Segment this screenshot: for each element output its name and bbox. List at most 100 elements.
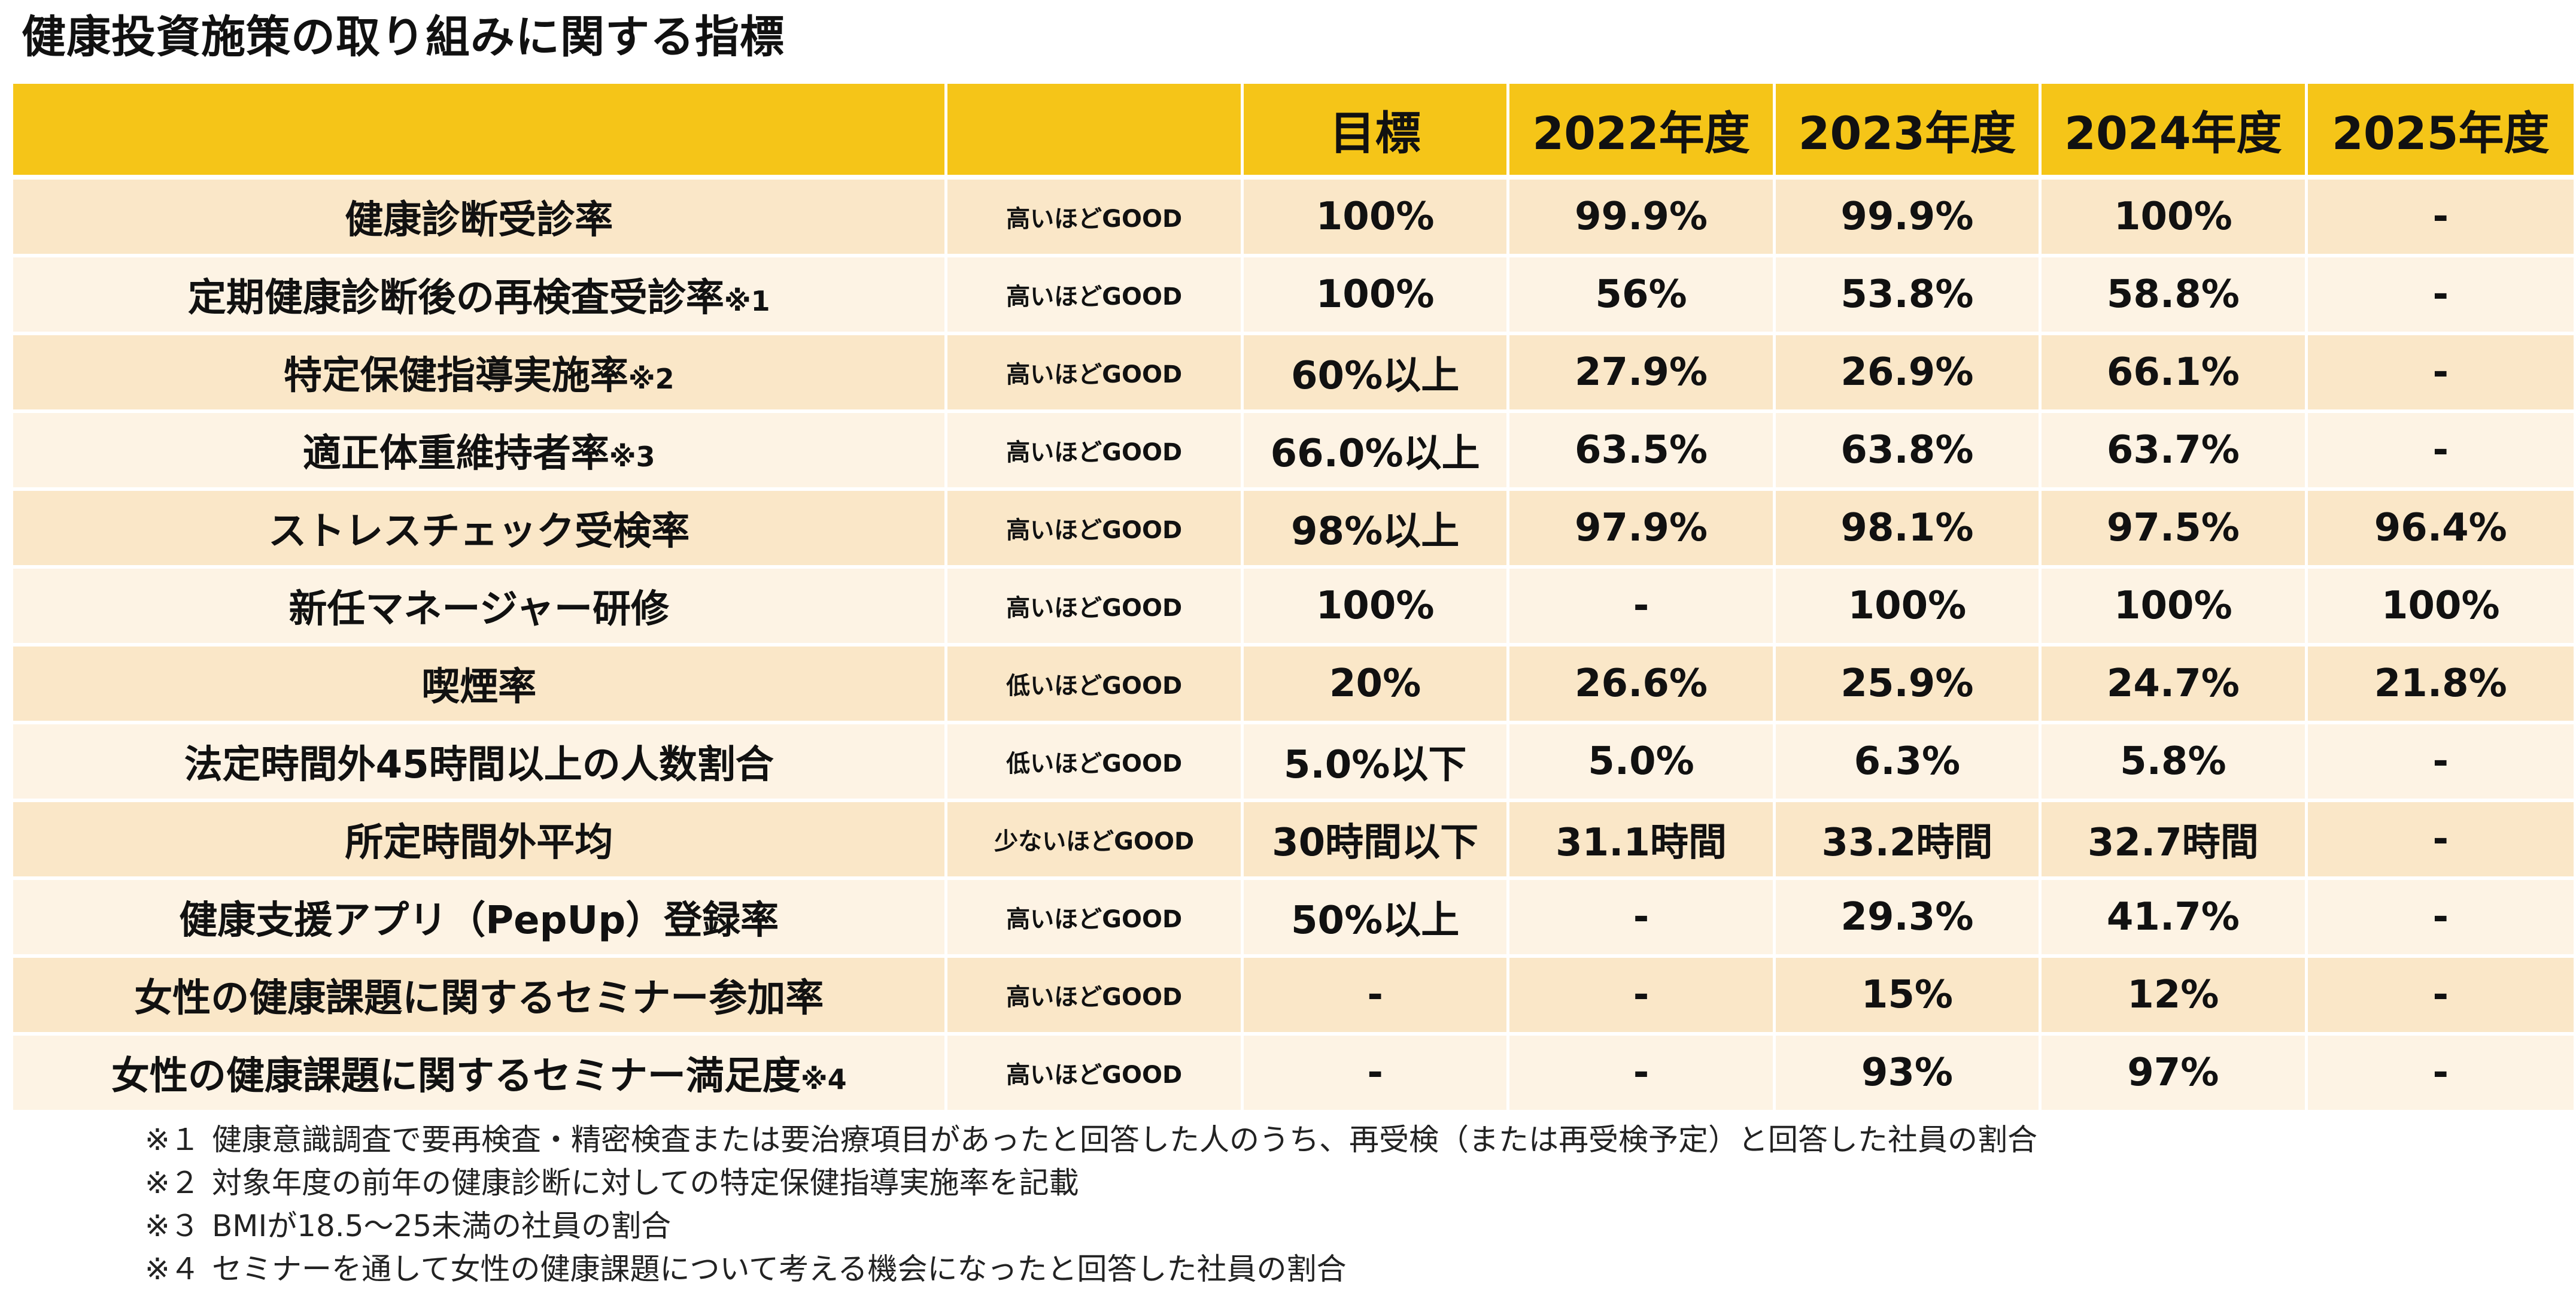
note-mark: ※3 (609, 441, 655, 473)
value-2024: 100% (2042, 569, 2308, 647)
value-2023: 6.3% (1775, 724, 2042, 802)
metric-name-text: 喫煙率 (421, 665, 537, 709)
value-2023: 93% (1775, 1036, 2042, 1113)
value-2023: 100% (1775, 569, 2042, 647)
value-2024: 100% (2042, 180, 2308, 257)
metric-name: 法定時間外45時間以上の人数割合 (13, 724, 948, 802)
target-value: 5.0%以下 (1243, 724, 1510, 802)
value-2022: 99.9% (1509, 180, 1776, 257)
direction-label: 高いほどGOOD (947, 257, 1244, 335)
value-2022: 27.9% (1509, 335, 1776, 413)
value-2023: 15% (1775, 958, 2042, 1036)
table-row: 喫煙率 低いほどGOOD 20% 26.6% 25.9% 24.7% 21.8% (13, 647, 2574, 724)
value-2022: 26.6% (1509, 647, 1776, 724)
metric-name-text: 健康支援アプリ（PepUp）登録率 (179, 899, 779, 943)
direction-label: 高いほどGOOD (947, 491, 1244, 569)
target-value: 30時間以下 (1243, 802, 1510, 880)
value-2025: - (2307, 257, 2574, 335)
value-2023: 63.8% (1775, 413, 2042, 491)
direction-label: 低いほどGOOD (947, 647, 1244, 724)
metric-name: 健康診断受診率 (13, 180, 948, 257)
header-year-2025: 2025年度 (2307, 84, 2574, 180)
header-direction (947, 84, 1244, 180)
metric-name-text: 新任マネージャー研修 (288, 587, 669, 632)
value-2025: - (2307, 335, 2574, 413)
note-mark: ※4 (800, 1063, 847, 1095)
value-2023: 99.9% (1775, 180, 2042, 257)
metric-name-text: ストレスチェック受検率 (268, 509, 690, 554)
value-2022: 5.0% (1509, 724, 1776, 802)
table-row: 健康支援アプリ（PepUp）登録率 高いほどGOOD 50%以上 - 29.3%… (13, 880, 2574, 958)
direction-label: 高いほどGOOD (947, 958, 1244, 1036)
footnote: ※１ 健康意識調査で要再検査・精密検査または要治療項目があったと回答した人のうち、… (145, 1118, 2037, 1161)
footnote-mark: ※４ (145, 1252, 200, 1286)
table-header-row: 目標 2022年度 2023年度 2024年度 2025年度 (13, 84, 2574, 180)
table-row: 新任マネージャー研修 高いほどGOOD 100% - 100% 100% 100… (13, 569, 2574, 647)
table-row: 女性の健康課題に関するセミナー満足度※4 高いほどGOOD - - 93% 97… (13, 1036, 2574, 1113)
metric-name-text: 所定時間外平均 (345, 821, 613, 865)
direction-label: 低いほどGOOD (947, 724, 1244, 802)
footnotes: ※１ 健康意識調査で要再検査・精密検査または要治療項目があったと回答した人のうち、… (145, 1118, 2037, 1291)
value-2025: - (2307, 413, 2574, 491)
metric-name: 女性の健康課題に関するセミナー参加率 (13, 958, 948, 1036)
direction-label: 高いほどGOOD (947, 180, 1244, 257)
table-row: 健康診断受診率 高いほどGOOD 100% 99.9% 99.9% 100% - (13, 180, 2574, 257)
target-value: 100% (1243, 257, 1510, 335)
target-value: - (1243, 958, 1510, 1036)
target-value: 50%以上 (1243, 880, 1510, 958)
value-2025: - (2307, 724, 2574, 802)
value-2022: - (1509, 569, 1776, 647)
value-2025: 96.4% (2307, 491, 2574, 569)
value-2024: 97% (2042, 1036, 2308, 1113)
metric-name: 健康支援アプリ（PepUp）登録率 (13, 880, 948, 958)
value-2024: 12% (2042, 958, 2308, 1036)
value-2024: 97.5% (2042, 491, 2308, 569)
value-2022: 97.9% (1509, 491, 1776, 569)
header-target: 目標 (1243, 84, 1510, 180)
kpi-table: 目標 2022年度 2023年度 2024年度 2025年度 健康診断受診率 高… (13, 84, 2574, 1113)
metric-name-text: 適正体重維持者率 (302, 432, 609, 476)
value-2022: - (1509, 958, 1776, 1036)
footnote-text: 健康意識調査で要再検査・精密検査または要治療項目があったと回答した人のうち、再受… (212, 1122, 2037, 1157)
value-2023: 53.8% (1775, 257, 2042, 335)
value-2025: 100% (2307, 569, 2574, 647)
footnote-text: 対象年度の前年の健康診断に対しての特定保健指導実施率を記載 (212, 1166, 1079, 1200)
header-metric (13, 84, 948, 180)
metric-name-text: 法定時間外45時間以上の人数割合 (184, 743, 774, 787)
footnote-text: BMIが18.5～25未満の社員の割合 (212, 1209, 672, 1243)
direction-label: 高いほどGOOD (947, 335, 1244, 413)
value-2022: - (1509, 880, 1776, 958)
value-2025: 21.8% (2307, 647, 2574, 724)
target-value: 20% (1243, 647, 1510, 724)
note-mark: ※1 (724, 285, 770, 317)
value-2025: - (2307, 880, 2574, 958)
footnote: ※２ 対象年度の前年の健康診断に対しての特定保健指導実施率を記載 (145, 1161, 2037, 1204)
metric-name-text: 女性の健康課題に関するセミナー参加率 (134, 976, 824, 1021)
value-2023: 98.1% (1775, 491, 2042, 569)
footnote: ※４ セミナーを通して女性の健康課題について考える機会になったと回答した社員の割合 (145, 1248, 2037, 1291)
table-row: ストレスチェック受検率 高いほどGOOD 98%以上 97.9% 98.1% 9… (13, 491, 2574, 569)
value-2025: - (2307, 802, 2574, 880)
value-2024: 58.8% (2042, 257, 2308, 335)
value-2024: 32.7時間 (2042, 802, 2308, 880)
page-title: 健康投資施策の取り組みに関する指標 (22, 11, 785, 63)
value-2024: 66.1% (2042, 335, 2308, 413)
metric-name-text: 女性の健康課題に関するセミナー満足度 (111, 1054, 801, 1098)
footnote-mark: ※１ (145, 1122, 200, 1157)
footnote-mark: ※３ (145, 1209, 200, 1243)
footnote-text: セミナーを通して女性の健康課題について考える機会になったと回答した社員の割合 (212, 1252, 1347, 1286)
metric-name: 喫煙率 (13, 647, 948, 724)
direction-label: 高いほどGOOD (947, 1036, 1244, 1113)
direction-label: 高いほどGOOD (947, 413, 1244, 491)
target-value: 100% (1243, 569, 1510, 647)
value-2022: 56% (1509, 257, 1776, 335)
table-row: 女性の健康課題に関するセミナー参加率 高いほどGOOD - - 15% 12% … (13, 958, 2574, 1036)
metric-name-text: 定期健康診断後の再検査受診率 (187, 276, 724, 320)
target-value: 60%以上 (1243, 335, 1510, 413)
metric-name: 女性の健康課題に関するセミナー満足度※4 (13, 1036, 948, 1113)
table-row: 所定時間外平均 少ないほどGOOD 30時間以下 31.1時間 33.2時間 3… (13, 802, 2574, 880)
header-year-2023: 2023年度 (1775, 84, 2042, 180)
table-row: 法定時間外45時間以上の人数割合 低いほどGOOD 5.0%以下 5.0% 6.… (13, 724, 2574, 802)
value-2023: 29.3% (1775, 880, 2042, 958)
header-year-2022: 2022年度 (1509, 84, 1776, 180)
